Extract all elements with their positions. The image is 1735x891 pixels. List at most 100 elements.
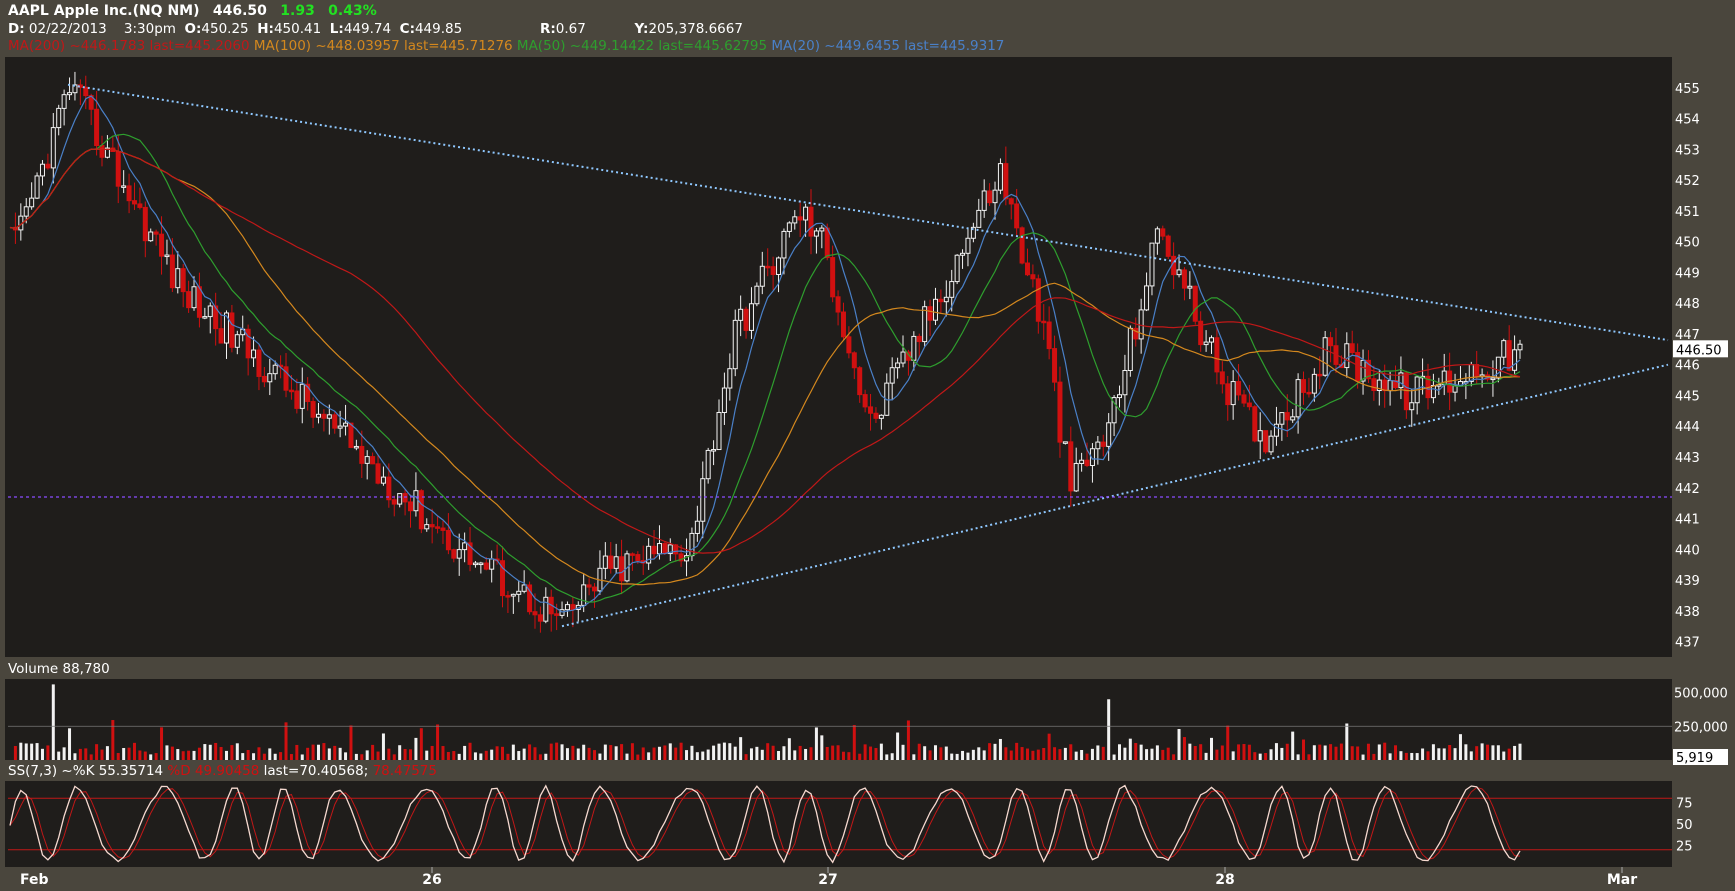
volume-bar (40, 748, 44, 760)
candle-body (581, 584, 587, 606)
candle-body (1160, 228, 1166, 237)
volume-bar (354, 753, 358, 760)
resistance-trendline (67, 83, 1669, 342)
candle-body (673, 544, 679, 555)
candle-body (500, 560, 506, 597)
volume-bar (533, 747, 537, 760)
candle-body (353, 445, 359, 449)
volume-bar (582, 744, 586, 760)
volume-bar (333, 745, 337, 760)
volume-bar (1193, 746, 1197, 760)
price-tick-label: 452 (1675, 174, 1700, 189)
candle-body (932, 298, 938, 321)
candle-body (1214, 337, 1220, 373)
candle-body (678, 553, 684, 562)
volume-bar (1128, 738, 1132, 760)
candle-body (131, 200, 137, 205)
price-tick-label: 438 (1675, 605, 1700, 620)
candle-body (451, 549, 457, 559)
volume-bar (468, 742, 472, 760)
volume-bar (993, 743, 997, 760)
candle-body (916, 335, 922, 343)
candle-body (267, 373, 273, 383)
candle-body (824, 227, 830, 259)
candle-body (1241, 394, 1247, 404)
volume-bar (923, 746, 927, 760)
volume-bar (1063, 747, 1067, 760)
candle-body (543, 596, 549, 622)
volume-bar (1312, 745, 1316, 760)
volume-bar (820, 735, 824, 760)
stoch-k-label: SS(7,3) ~%K 55.35714 (8, 763, 164, 779)
volume-bar (1074, 751, 1078, 760)
volume-bar (890, 753, 894, 760)
volume-bar (1307, 754, 1311, 760)
volume-bar (1101, 746, 1105, 760)
price-panel[interactable] (5, 57, 1672, 657)
candle-body (592, 586, 598, 592)
volume-bar (349, 725, 353, 760)
volume-bar (1404, 752, 1408, 760)
volume-bar (100, 749, 104, 760)
volume-bar (495, 746, 499, 760)
volume-bar (1437, 748, 1441, 760)
volume-bar (652, 747, 656, 760)
candle-body (1219, 371, 1225, 385)
candle-body (656, 543, 662, 555)
volume-bar (912, 754, 916, 760)
candle-body (813, 230, 819, 237)
candle-body (527, 584, 533, 613)
volume-bar (51, 684, 55, 760)
volume-bar (436, 724, 440, 760)
candle-body (137, 203, 143, 208)
candle-body (727, 368, 733, 389)
candle-body (1382, 379, 1388, 392)
volume-bar (490, 749, 494, 760)
volume-bar (78, 748, 82, 760)
volume-bar (1518, 743, 1522, 760)
volume-bar (1269, 749, 1273, 760)
volume-bar (235, 743, 239, 760)
volume-bar (1042, 747, 1046, 760)
volume-bar (284, 722, 288, 760)
volume-tick-label: 500,000 (1674, 687, 1728, 702)
stoch-last-d-label: 78.47575 (368, 763, 437, 779)
volume-bar (939, 747, 943, 760)
volume-bar (311, 744, 315, 760)
candle-body (635, 554, 641, 562)
candle-body (965, 237, 971, 254)
volume-bar (181, 751, 185, 760)
candle-body (786, 222, 792, 232)
volume-bar (560, 744, 564, 760)
candle-body (153, 231, 159, 235)
volume-bar (1302, 739, 1306, 760)
volume-bar (111, 720, 115, 760)
candle-body (1003, 163, 1009, 200)
candle-body (922, 306, 928, 343)
volume-bar (268, 748, 272, 760)
candle-body (770, 266, 776, 275)
price-tick-label: 442 (1675, 482, 1700, 497)
volume-bar (1464, 744, 1468, 760)
candle-body (895, 362, 901, 369)
candle-body (705, 449, 711, 480)
candle-body (1279, 412, 1285, 425)
stoch-panel[interactable] (5, 781, 1672, 867)
volume-bar (928, 750, 932, 760)
candle-body (1490, 377, 1496, 381)
volume-bar (165, 745, 169, 760)
volume-bar (1448, 744, 1452, 760)
y-label: Y: (634, 21, 649, 37)
low-value: 449.74 (343, 21, 392, 37)
candle-body (1376, 379, 1382, 392)
candle-body (602, 555, 608, 569)
candle-body (1230, 381, 1236, 406)
volume-bar (733, 746, 737, 760)
candle-body (348, 422, 354, 448)
stoch-k-line (9, 784, 1521, 864)
candle-body (1030, 274, 1036, 280)
volume-bar (1020, 747, 1024, 760)
candle-body (1301, 379, 1307, 393)
candle-body (873, 412, 879, 419)
